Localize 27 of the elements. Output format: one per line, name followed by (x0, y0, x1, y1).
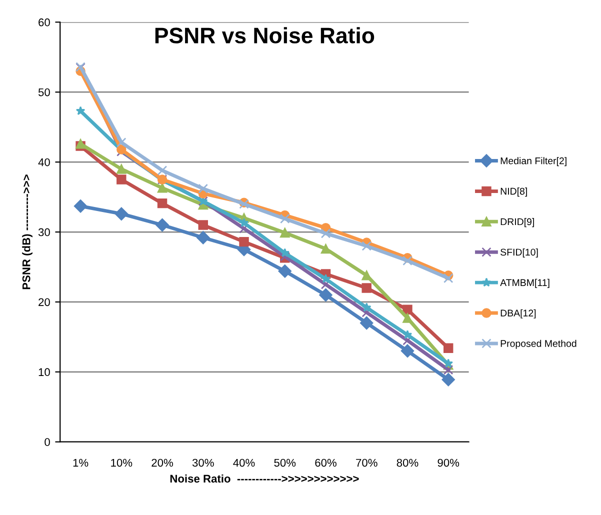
y-tick-label: 0 (44, 438, 50, 446)
legend-label: Median Filter[2] (500, 157, 566, 166)
x-tick-label: 20% (152, 458, 173, 467)
legend-label: Proposed Method (500, 340, 576, 349)
x-axis-title: Noise Ratio ------------>>>>>>>>>>>> (170, 474, 359, 483)
x-tick-label: 90% (438, 458, 460, 467)
chart-title: PSNR vs Noise Ratio (155, 27, 374, 44)
x-tick-label: 50% (274, 458, 296, 467)
y-tick-label: 50 (38, 88, 50, 96)
x-tick-label: 80% (396, 458, 418, 467)
legend-label: ATMBM[11] (500, 278, 550, 288)
x-tick-label: 1% (73, 458, 88, 467)
x-tick-label: 60% (315, 458, 336, 467)
y-axis-title: PSNR (dB) ---------->>> (22, 174, 32, 290)
legend-label: NID[8] (500, 188, 527, 197)
y-tick-label: 60 (38, 18, 50, 26)
y-tick-label: 20 (38, 298, 50, 306)
y-tick-label: 40 (38, 158, 50, 166)
x-tick-label: 30% (192, 458, 214, 467)
legend-label: SFID[10] (500, 248, 538, 258)
x-tick-label: 40% (233, 458, 255, 467)
y-tick-label: 10 (38, 368, 50, 376)
x-tick-label: 10% (111, 458, 132, 467)
y-tick-label: 30 (38, 228, 50, 236)
legend-label: DBA[12] (500, 309, 536, 318)
legend-label: DRID[9] (500, 218, 534, 228)
x-tick-label: 70% (356, 458, 378, 467)
